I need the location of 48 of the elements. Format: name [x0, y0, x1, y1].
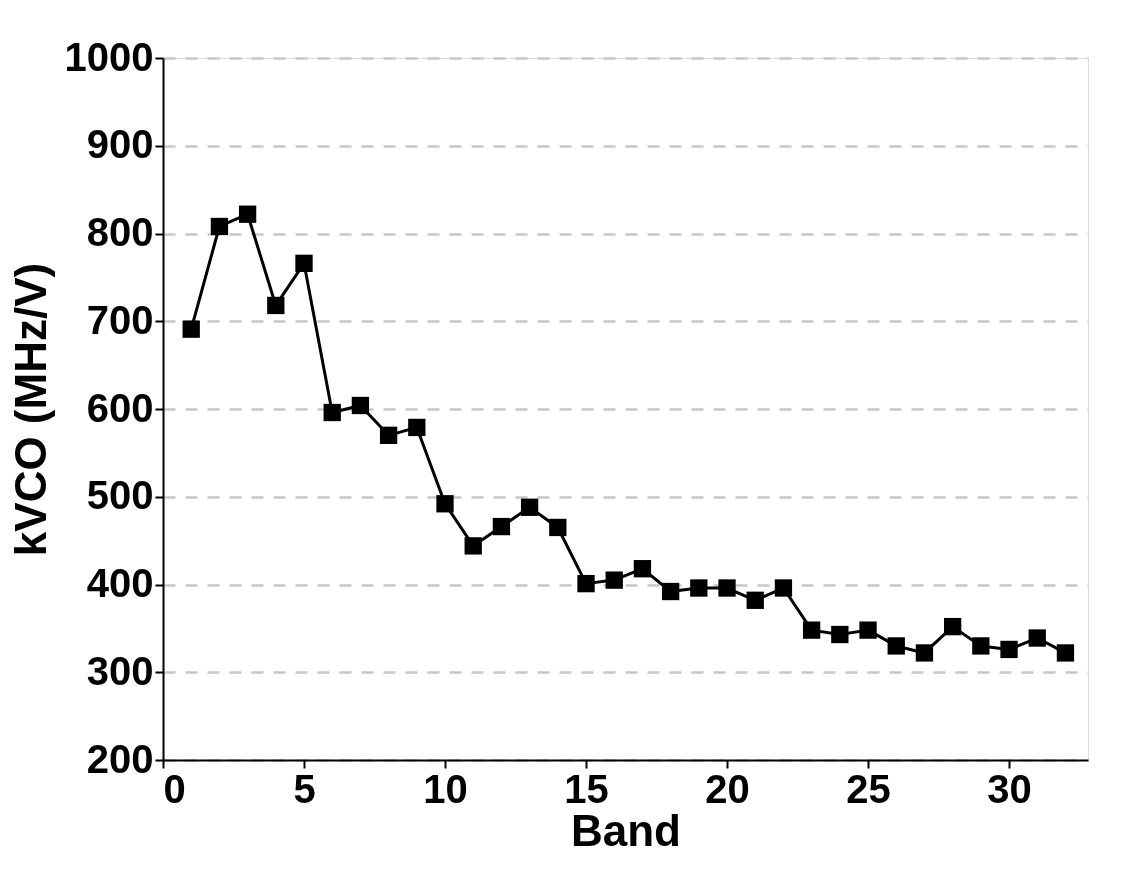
point: [633, 560, 652, 578]
point: [549, 518, 567, 537]
y-tick-label: 800: [86, 210, 154, 254]
point: [351, 396, 370, 415]
point: [746, 591, 764, 609]
y-tick-label: 700: [86, 297, 154, 342]
point: [859, 621, 877, 639]
y-tick-label: 1000: [64, 34, 154, 79]
point: [718, 579, 736, 597]
point: [379, 426, 398, 444]
point: [267, 296, 285, 315]
point: [238, 205, 257, 223]
point: [520, 498, 539, 516]
x-tick-label: 5: [293, 766, 316, 811]
point: [1056, 644, 1075, 662]
x-tick-label: 30: [987, 766, 1032, 811]
point: [464, 537, 482, 555]
point: [295, 254, 313, 272]
point: [1000, 640, 1018, 659]
point: [1028, 629, 1046, 647]
y-tick-label: 600: [86, 385, 154, 430]
point: [943, 617, 962, 636]
point: [690, 579, 708, 597]
point: [408, 418, 426, 437]
point: [774, 579, 793, 597]
x-tick-label: 25: [846, 766, 891, 811]
y-tick-label: 400: [86, 561, 154, 605]
point: [605, 571, 623, 589]
point: [492, 517, 511, 536]
point: [182, 320, 200, 338]
y-axis-title: kVCO (MHz/V): [5, 262, 55, 557]
point: [661, 582, 680, 601]
y-tick-label: 900: [86, 122, 154, 167]
point: [887, 637, 905, 655]
point: [802, 621, 821, 639]
point: [436, 495, 454, 513]
y-tick-label: 200: [86, 736, 154, 781]
x-tick-label: 10: [423, 766, 468, 811]
point: [972, 637, 990, 655]
y-tick-label: 500: [86, 473, 154, 518]
point: [831, 625, 849, 644]
x-tick-label: 20: [705, 766, 750, 811]
point: [577, 574, 595, 593]
x-tick-label: 0: [163, 766, 186, 811]
y-tick-label: 300: [86, 648, 154, 693]
point: [915, 644, 934, 662]
point: [323, 403, 341, 422]
point: [210, 217, 229, 236]
